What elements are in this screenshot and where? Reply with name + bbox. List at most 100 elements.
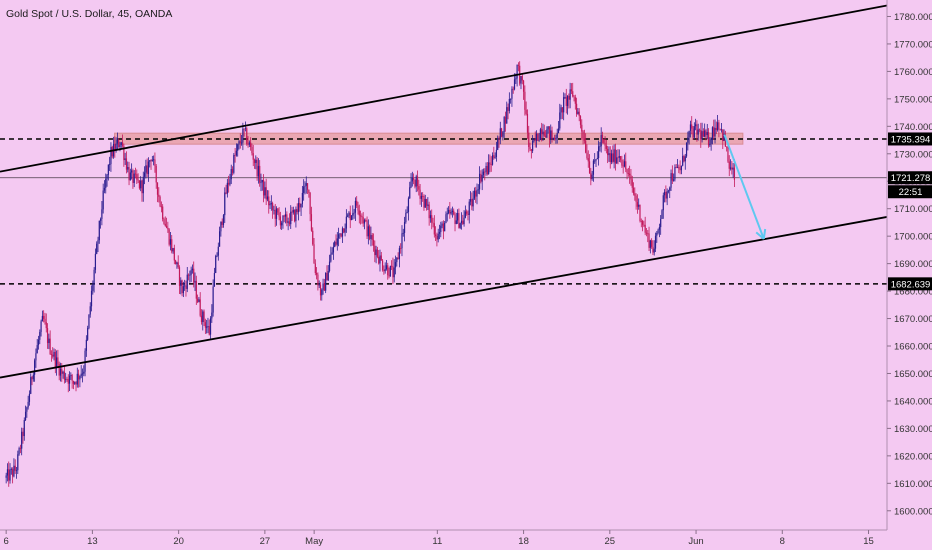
lower-channel-trendline[interactable]	[0, 216, 888, 379]
forecast-arrow-layer	[723, 134, 767, 240]
candle-body	[265, 187, 267, 200]
candle-body	[669, 187, 671, 191]
candle-body	[490, 164, 492, 165]
candle-body	[169, 239, 172, 245]
candle-body	[68, 375, 71, 384]
candle-body	[582, 131, 584, 139]
candle-body	[425, 198, 428, 206]
candle-body	[17, 454, 19, 471]
candle-body	[598, 146, 600, 159]
x-tick-label: 13	[87, 536, 98, 547]
candle-body	[252, 153, 254, 160]
candle-body	[407, 198, 410, 212]
candle-body	[370, 235, 372, 239]
candle-body	[147, 161, 150, 174]
price-axis[interactable]: 1600.000 1610.000 1620.000 1630.000 1640.000…	[887, 12, 932, 517]
candle-body	[460, 220, 463, 224]
candle-body	[327, 271, 329, 281]
candle-body	[321, 289, 323, 296]
candle-body	[54, 351, 56, 367]
candle-body	[450, 212, 452, 214]
candle-body	[530, 149, 532, 151]
candle-body	[359, 215, 362, 217]
candle-body	[634, 193, 636, 196]
forecast-arrow[interactable]	[723, 134, 765, 240]
candle-body	[79, 376, 81, 380]
price-badge-0-bg	[888, 132, 932, 146]
candle-body	[26, 407, 28, 412]
candle-body	[717, 122, 719, 130]
candle-body	[526, 113, 529, 133]
candle-body	[510, 98, 512, 100]
candle-body	[442, 223, 444, 232]
candle-body	[242, 128, 244, 143]
candle-body	[560, 107, 562, 113]
candle-body	[349, 212, 351, 221]
candle-body	[123, 145, 125, 160]
candle-body	[660, 218, 662, 228]
candle-body	[235, 150, 238, 156]
candle-body	[317, 274, 319, 286]
candle-body	[732, 167, 734, 170]
candle-body	[379, 255, 381, 264]
candle-body	[528, 132, 530, 148]
candle-body	[477, 189, 479, 191]
candle-body	[361, 215, 363, 218]
candle-body	[613, 149, 615, 162]
candle-body	[155, 165, 157, 183]
candle-body	[658, 227, 660, 230]
candle-body	[466, 211, 468, 214]
candle-body	[468, 201, 470, 215]
candle-body	[185, 285, 187, 289]
candle-body	[337, 234, 340, 239]
candle-body	[397, 257, 399, 260]
candle-body	[281, 222, 283, 226]
candle-body	[595, 159, 597, 161]
time-axis[interactable]: 6 13 20 27 May 11 18 25 Jun 8 15	[4, 530, 874, 547]
candle-body	[172, 248, 174, 252]
candle-body	[142, 176, 144, 194]
candle-body	[303, 186, 305, 193]
candle-body	[544, 135, 547, 138]
candle-body	[687, 137, 689, 143]
candle-body	[559, 112, 561, 129]
x-tick-label: 20	[173, 536, 184, 547]
candle-body	[213, 273, 216, 287]
candle-body	[709, 143, 711, 146]
candle-body	[162, 206, 164, 220]
candle-body	[471, 199, 473, 207]
candle-body	[45, 322, 47, 329]
candle-body	[304, 185, 306, 187]
candle-body	[222, 215, 225, 225]
candle-body	[612, 153, 614, 162]
candle-body	[455, 220, 457, 224]
candle-body	[662, 195, 664, 211]
candle-body	[202, 311, 204, 323]
candle-body	[591, 174, 593, 180]
candle-body	[726, 146, 728, 148]
upper-channel-trendline[interactable]	[0, 4, 888, 173]
candle-body	[648, 233, 650, 248]
candle-body	[167, 227, 169, 230]
candle-body	[309, 192, 311, 215]
candle-body	[550, 130, 552, 140]
candle-body	[503, 117, 505, 133]
candle-body	[583, 138, 585, 141]
candle-body	[190, 270, 192, 275]
candle-body	[625, 161, 627, 170]
candle-body	[554, 137, 556, 140]
candle-body	[383, 270, 385, 272]
candle-body	[70, 375, 72, 376]
candle-body	[10, 469, 12, 470]
candle-body	[577, 111, 579, 114]
candle-body	[541, 129, 543, 135]
price-badge-2-bg	[888, 277, 932, 291]
candle-body	[369, 226, 371, 239]
y-tick-label: 1690.000	[894, 259, 932, 270]
y-tick-label: 1620.000	[894, 451, 932, 462]
candle-body	[93, 269, 95, 285]
candle-body	[682, 156, 684, 166]
candle-body	[116, 139, 119, 144]
